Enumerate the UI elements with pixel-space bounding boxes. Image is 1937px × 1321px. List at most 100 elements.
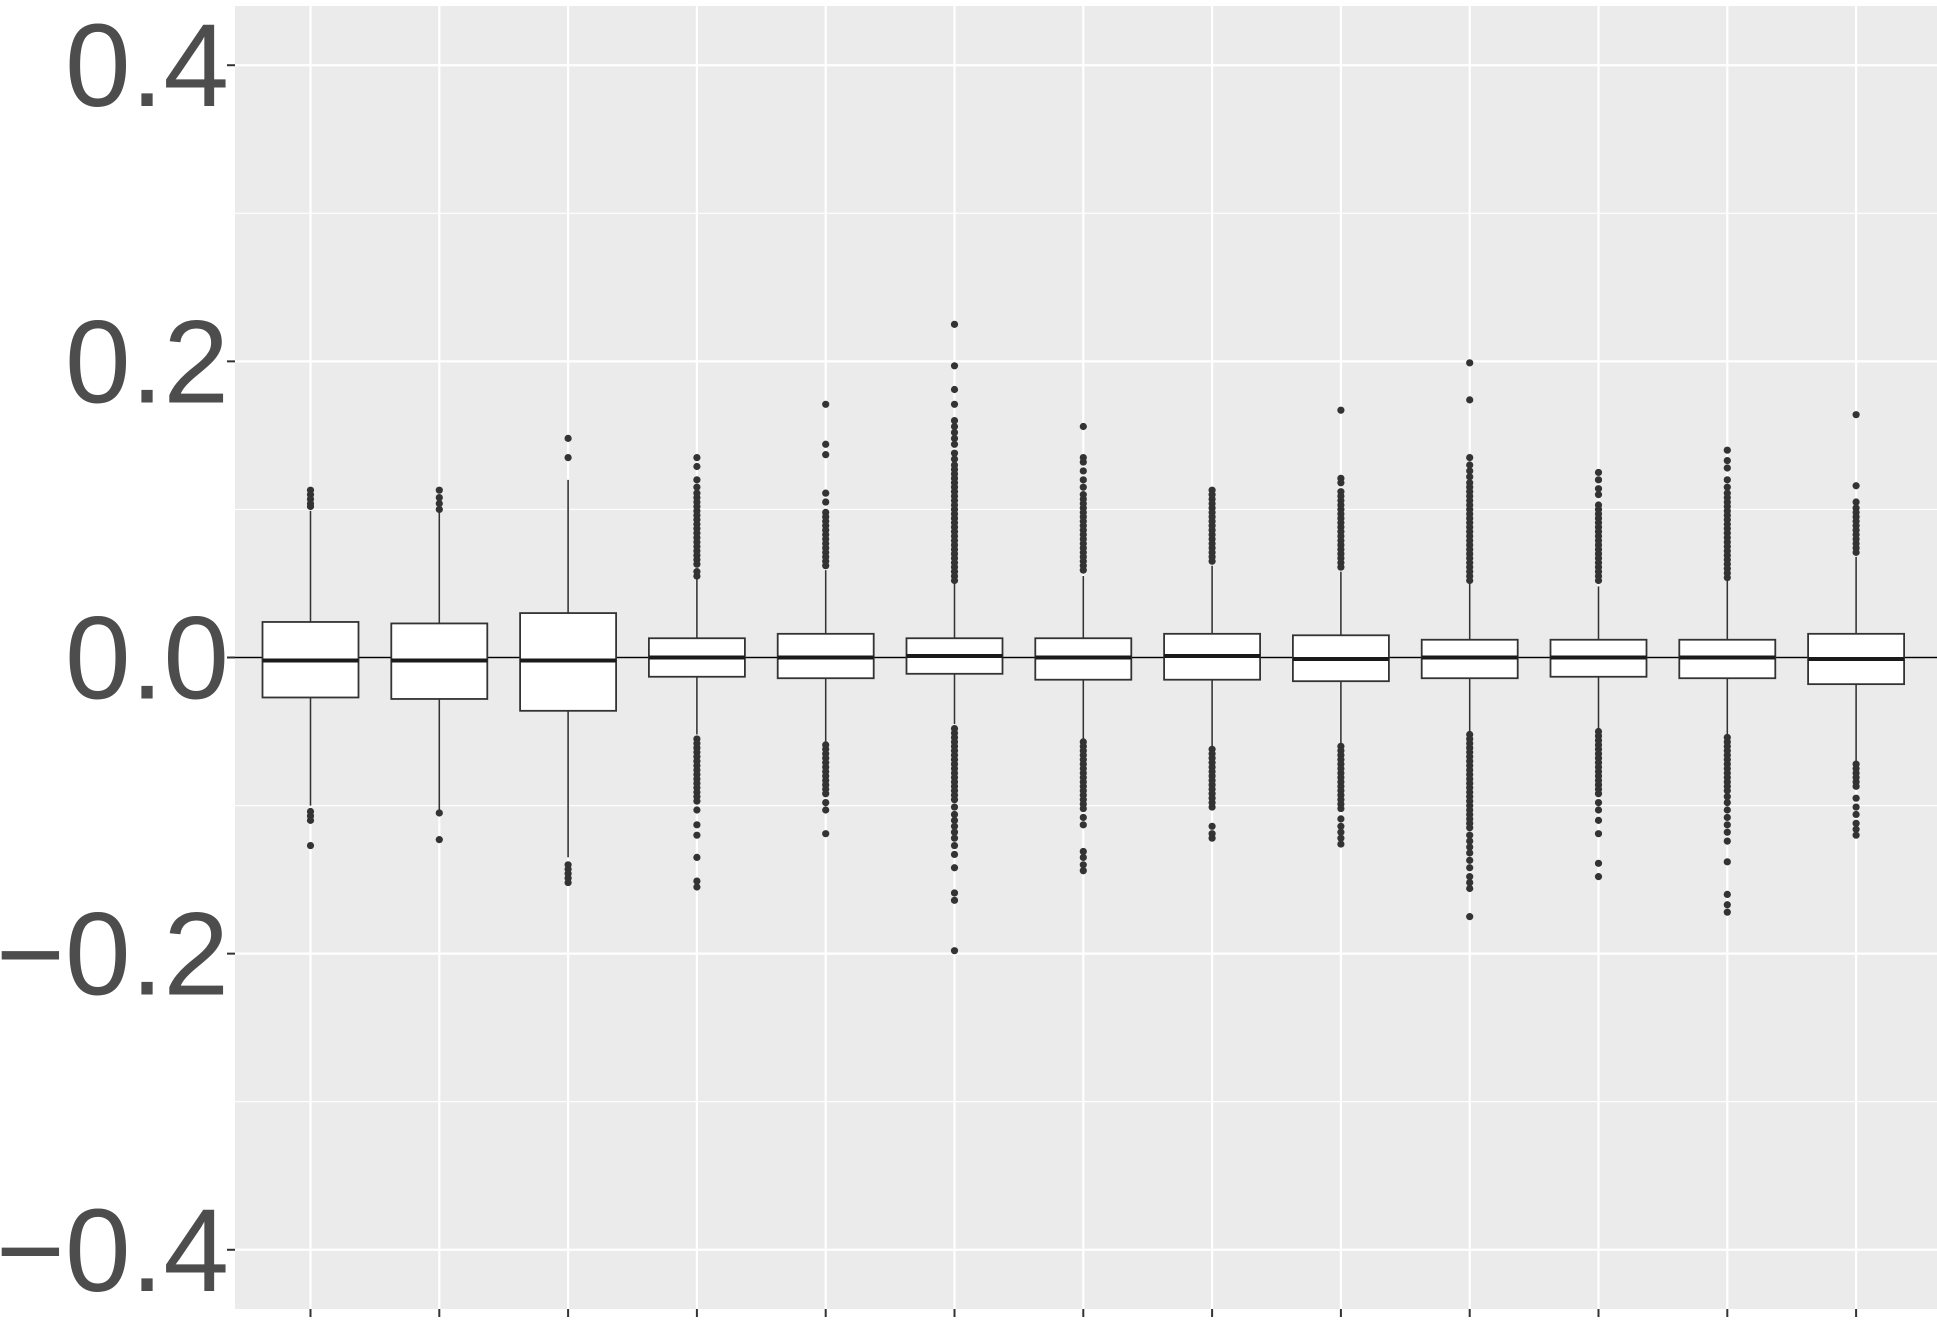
outlier-point — [1466, 856, 1474, 864]
outlier-point — [950, 455, 959, 463]
outlier-point — [1852, 819, 1860, 827]
outlier-point — [1079, 861, 1087, 869]
outlier-point — [822, 790, 830, 798]
outlier-point — [1079, 813, 1087, 822]
outlier-point — [822, 799, 830, 807]
outlier-point — [1594, 806, 1603, 814]
outlier-point — [1723, 821, 1731, 829]
outlier-point — [435, 836, 443, 844]
outlier-point — [950, 576, 959, 585]
y-tick-label: −0.2 — [0, 889, 229, 1021]
outlier-point — [950, 320, 959, 328]
outlier-point — [435, 486, 443, 494]
outlier-point — [950, 796, 959, 804]
outlier-point — [1723, 464, 1731, 472]
outlier-point — [1337, 479, 1345, 487]
outlier-point — [1723, 858, 1731, 866]
outlier-point — [435, 505, 443, 514]
outlier-point — [1723, 828, 1731, 836]
outlier-point — [1594, 485, 1603, 493]
outlier-point — [1079, 467, 1087, 475]
outlier-point — [1466, 837, 1474, 845]
outlier-point — [822, 440, 830, 448]
box-group — [261, 486, 360, 850]
y-tick-label: 0.2 — [65, 296, 229, 428]
outlier-point — [1723, 476, 1731, 484]
outlier-point — [950, 385, 959, 394]
outlier-point — [1079, 476, 1087, 484]
outlier-point — [1723, 787, 1731, 795]
outlier-point — [693, 853, 701, 861]
outlier-point — [693, 831, 701, 839]
outlier-point — [1208, 834, 1216, 842]
box-group — [1163, 486, 1261, 842]
box-group — [519, 434, 617, 887]
outlier-point — [1466, 873, 1474, 881]
outlier-point — [1337, 834, 1345, 842]
outlier-point — [1337, 406, 1345, 414]
box-layer — [261, 320, 1905, 955]
outlier-point — [1852, 831, 1860, 839]
outlier-point — [950, 440, 959, 448]
outlier-point — [1594, 790, 1603, 798]
outlier-point — [822, 830, 830, 838]
outlier-point — [435, 493, 443, 502]
box-group — [1420, 359, 1519, 921]
outlier-point — [1852, 411, 1860, 419]
outlier-point — [1466, 396, 1474, 404]
y-tick-label: −0.4 — [0, 1185, 229, 1317]
outlier-point — [1852, 548, 1860, 556]
outlier-point — [564, 434, 572, 442]
outlier-point — [1079, 804, 1087, 813]
outlier-point — [693, 883, 701, 891]
outlier-point — [435, 809, 443, 817]
outlier-point — [1723, 456, 1731, 465]
outlier-point — [1723, 901, 1731, 909]
y-tick-label: 0.0 — [65, 593, 229, 725]
outlier-point — [1723, 908, 1731, 916]
outlier-point — [822, 498, 830, 506]
outlier-point — [950, 362, 959, 370]
outlier-point — [1594, 830, 1603, 838]
outlier-point — [950, 816, 959, 824]
outlier-point — [1594, 859, 1603, 867]
outlier-point — [1079, 821, 1087, 829]
outlier-point — [306, 816, 315, 824]
outlier-point — [1337, 828, 1345, 836]
outlier-point — [1079, 483, 1087, 491]
outlier-point — [1466, 454, 1474, 462]
outlier-point — [1852, 810, 1860, 819]
outlier-point — [950, 422, 959, 431]
outlier-point — [306, 502, 315, 511]
outlier-point — [1079, 422, 1087, 431]
outlier-point — [1466, 884, 1474, 893]
outlier-point — [1723, 799, 1731, 807]
outlier-point — [1079, 458, 1087, 466]
outlier-point — [950, 864, 959, 872]
y-axis: 0.4 0.2 0.0 −0.2 −0.4 — [0, 0, 1858, 1317]
outlier-point — [950, 947, 959, 955]
outlier-point — [950, 828, 959, 836]
outlier-point — [822, 451, 830, 459]
outlier-point — [1466, 864, 1474, 872]
outlier-point — [693, 476, 701, 484]
outlier-point — [1337, 815, 1345, 823]
outlier-point — [1594, 476, 1603, 484]
outlier-point — [693, 560, 701, 568]
outlier-point — [822, 562, 830, 570]
outlier-point — [1208, 803, 1216, 811]
outlier-point — [1723, 837, 1731, 845]
box-group — [1807, 411, 1905, 839]
outlier-point — [693, 797, 701, 805]
outlier-point — [1337, 563, 1345, 571]
outlier-point — [1852, 794, 1860, 802]
outlier-point — [693, 483, 701, 491]
outlier-point — [950, 834, 959, 842]
outlier-point — [435, 499, 443, 508]
outlier-point — [1466, 843, 1474, 851]
box-group — [390, 486, 489, 844]
outlier-point — [1466, 913, 1474, 921]
outlier-point — [1337, 822, 1345, 830]
outlier-point — [1079, 853, 1087, 861]
